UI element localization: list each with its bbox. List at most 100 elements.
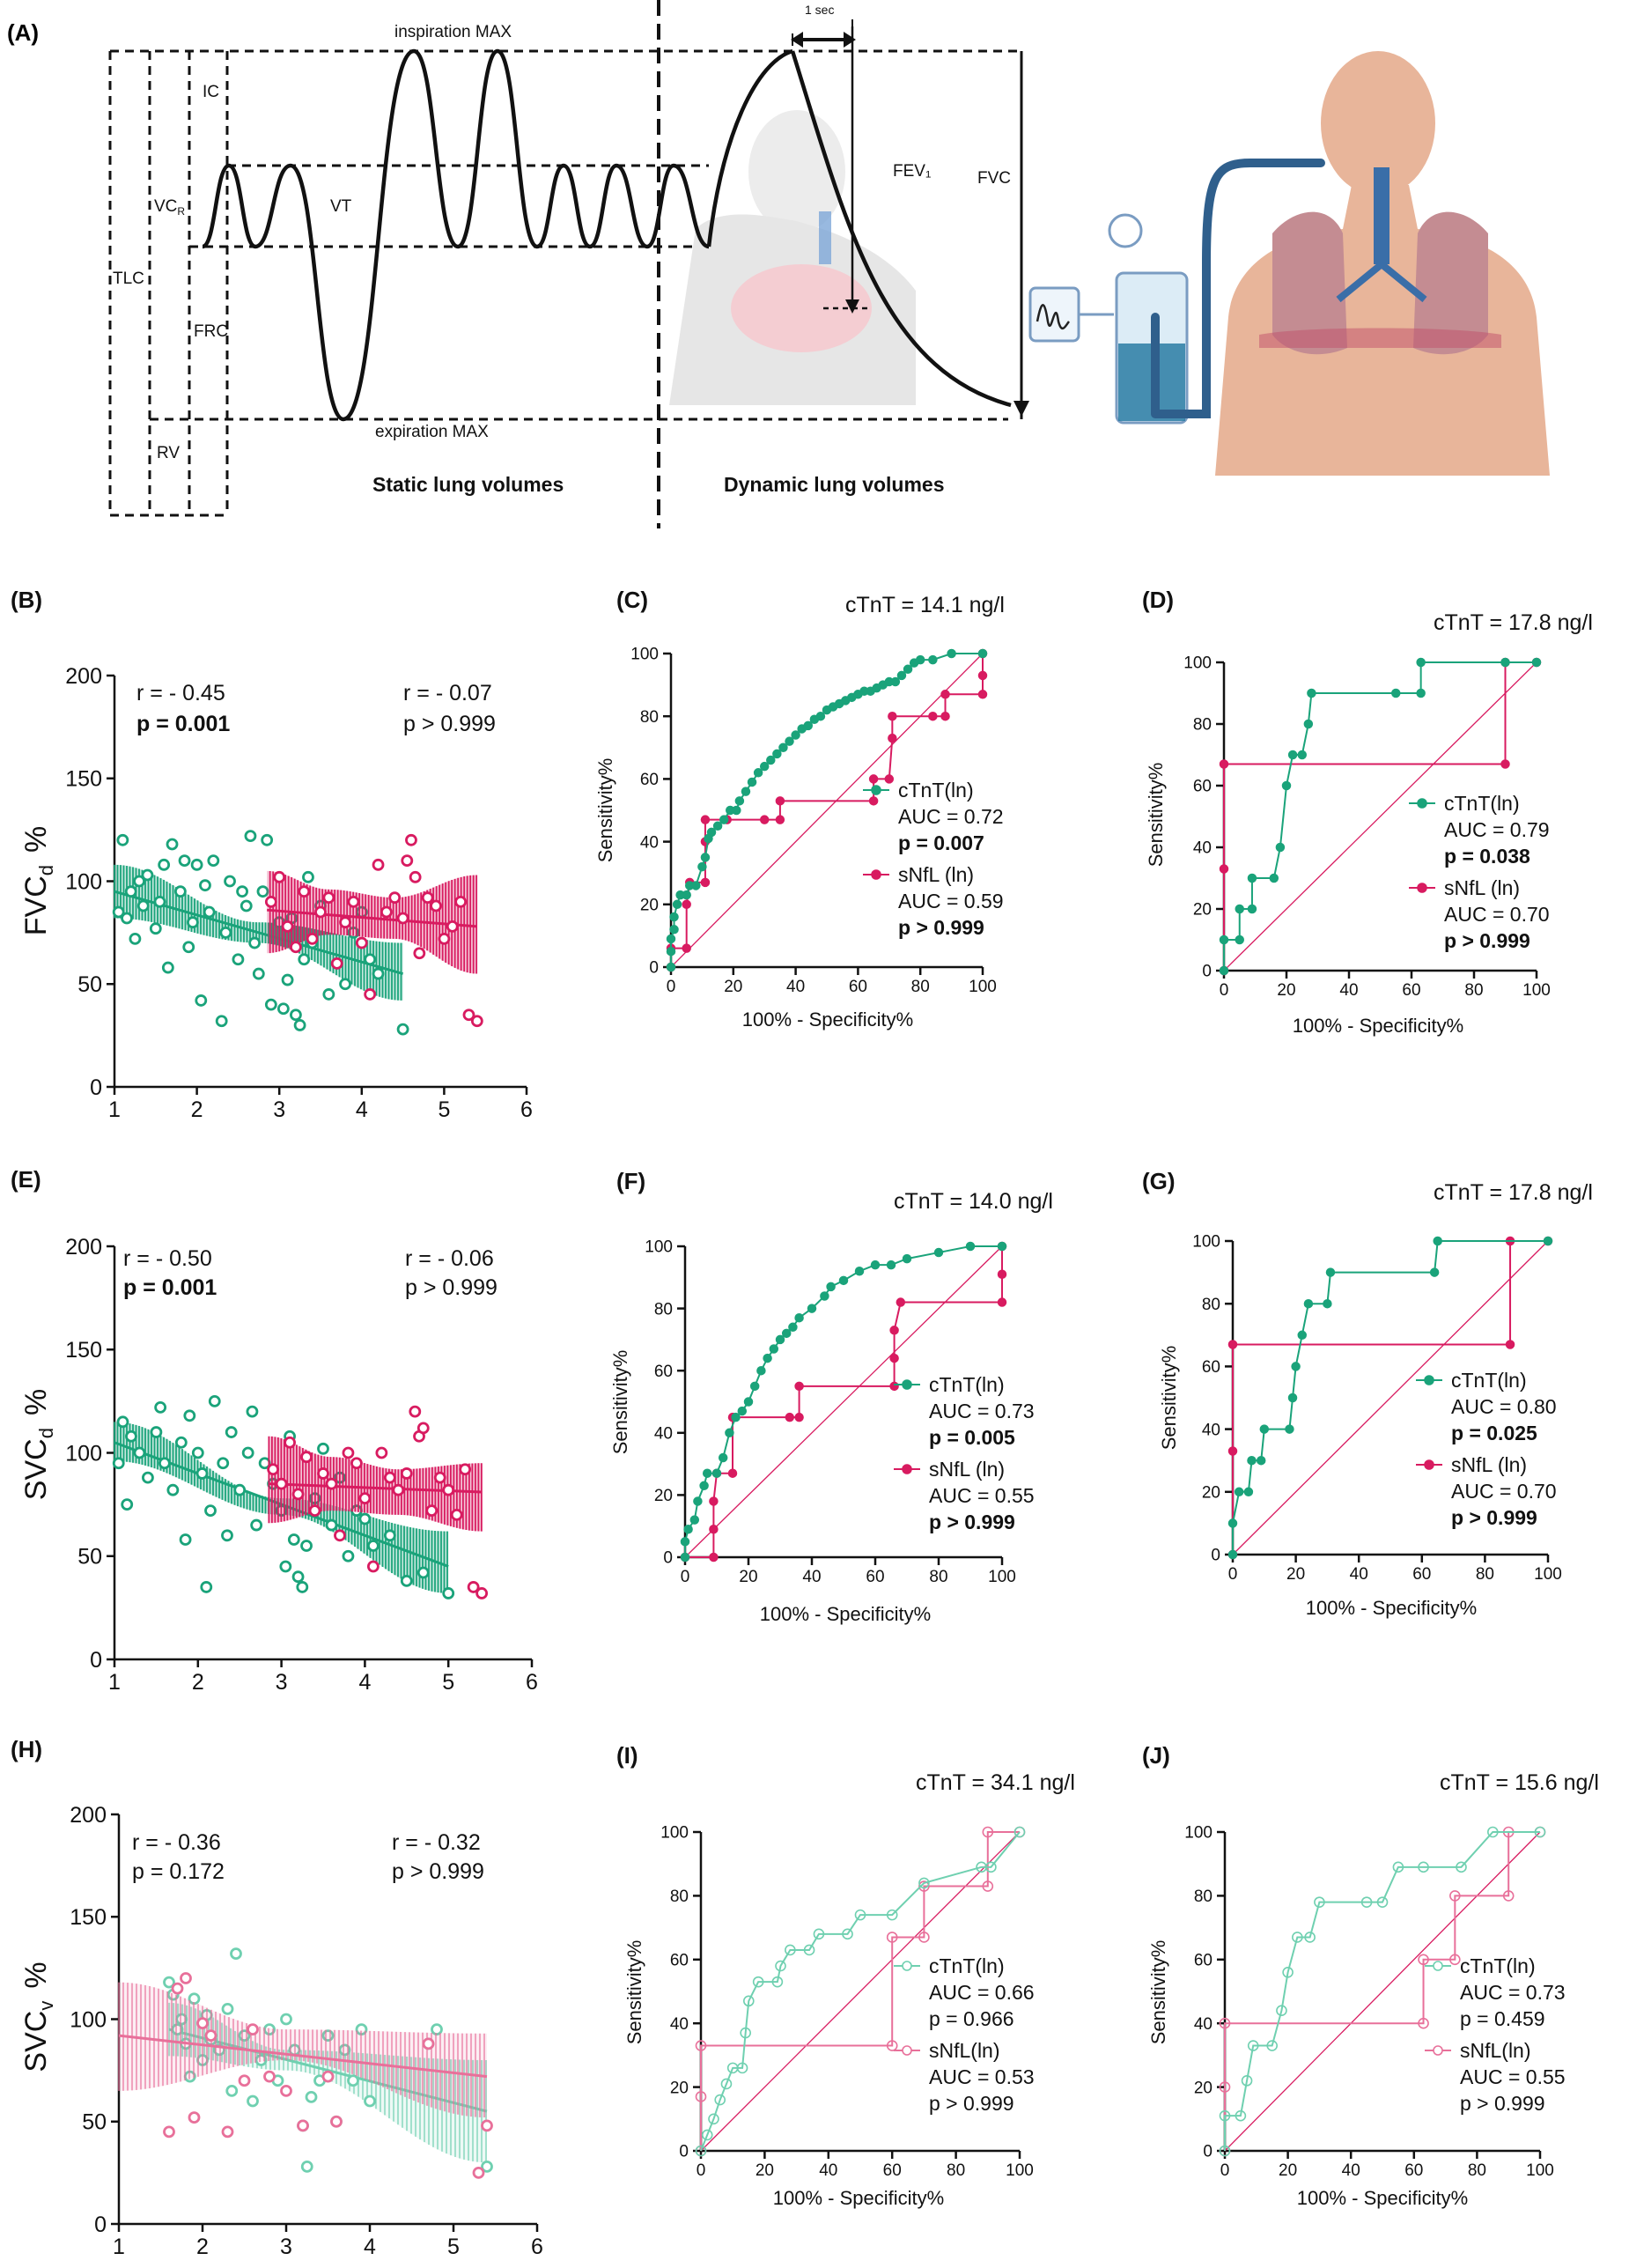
data-point	[208, 1394, 221, 1407]
data-point	[325, 1477, 338, 1490]
data-point	[322, 891, 335, 905]
data-point	[133, 875, 145, 888]
E-xtick-label: 6	[526, 1670, 538, 1695]
roc-point	[815, 711, 826, 721]
data-point	[248, 936, 262, 949]
panel-b-label: (B)	[11, 587, 42, 613]
E-sNfL-ci-hatch	[268, 1436, 483, 1532]
data-point	[230, 1947, 242, 1961]
B-xtick-label: 2	[191, 1097, 203, 1122]
roc-point	[1247, 2040, 1259, 2051]
roc-point	[886, 1260, 896, 1270]
data-point	[112, 1457, 125, 1470]
I-series-ctnt	[695, 1826, 1026, 2157]
data-point	[297, 2119, 309, 2132]
roc-point	[838, 1275, 849, 1286]
data-point	[401, 854, 414, 868]
roc-point	[697, 861, 707, 872]
roc-point	[1500, 657, 1510, 668]
I-roc-curve-ctnt	[700, 1831, 1021, 2152]
data-point	[178, 854, 191, 868]
E-sNfL-points	[267, 1405, 489, 1599]
roc-point	[1275, 842, 1286, 853]
E-r-snfl: r = - 0.06	[405, 1246, 494, 1271]
tidal-breathing-curve	[201, 48, 710, 422]
D-xtick-label: 0	[1220, 981, 1229, 1000]
data-point	[405, 833, 417, 846]
D-ytick-label: 80	[1193, 716, 1212, 735]
data-point	[416, 1566, 430, 1579]
roc-point	[889, 1381, 899, 1392]
B-p-ctnt: p = 0.001	[136, 712, 230, 736]
data-point	[481, 2119, 493, 2132]
data-point	[246, 1405, 259, 1418]
E-xtick-label: 4	[358, 1670, 371, 1695]
E-ylabel-sub: d	[35, 1428, 57, 1438]
data-point	[314, 905, 327, 919]
roc-point	[731, 1412, 741, 1422]
H-ylabel-sub: v	[35, 2001, 57, 2011]
I-title: cTnT = 34.1 ng/l	[916, 1770, 1075, 1795]
panel-d-label: (D)	[1142, 587, 1174, 613]
E-r-ctnt: r = - 0.50	[123, 1246, 212, 1271]
chart-h: (H) 1 2 3 4 5 6 0 50 100 150 200 SVCv% r = - 0.36 p = …	[11, 1736, 543, 2259]
I-roc-curve-snfl	[700, 1831, 1020, 2151]
D-legend-name: cTnT(ln)	[1444, 792, 1520, 815]
roc-point	[772, 749, 782, 759]
J-x-axis-label: 100% - Specificity%	[1297, 2187, 1468, 2209]
roc-point	[742, 1995, 755, 2007]
data-point	[438, 932, 451, 945]
roc-point	[718, 1452, 728, 1463]
roc-point	[982, 1880, 994, 1892]
G-legend-auc: AUC = 0.70	[1451, 1480, 1557, 1503]
roc-point	[756, 1365, 766, 1376]
panel-h-label: (H)	[11, 1736, 42, 1762]
data-point	[241, 1446, 254, 1459]
B-xtick-label: 1	[108, 1097, 121, 1122]
roc-point	[918, 1877, 930, 1889]
roc-point	[1227, 1340, 1238, 1349]
data-point	[129, 932, 142, 945]
chart-b: (B) 1 2 3 4 5 6 0 50 100 150 200 FVCd% r = - 0.45 p = …	[11, 587, 533, 1122]
roc-point	[1429, 1267, 1440, 1277]
D-legend-marker	[1417, 798, 1427, 809]
data-point	[339, 916, 351, 929]
roc-point	[1500, 759, 1510, 769]
roc-point	[714, 2094, 726, 2106]
data-point	[317, 1442, 329, 1455]
roc-point	[1418, 1861, 1429, 1873]
roc-point	[794, 1381, 804, 1392]
I-legend-marker	[902, 2045, 912, 2056]
roc-point	[763, 1353, 772, 1363]
roc-point	[706, 827, 717, 838]
B-sNfL-regression-line	[267, 908, 477, 928]
breathing-tube	[1151, 159, 1325, 418]
H-series-ctnt	[163, 1947, 493, 2173]
roc-point	[1247, 873, 1257, 883]
data-point	[252, 967, 265, 980]
data-point	[396, 1023, 409, 1036]
data-point	[302, 870, 314, 883]
label-expiration-max: expiration MAX	[375, 423, 489, 441]
data-point	[153, 895, 166, 908]
roc-point	[1487, 1826, 1499, 1838]
H-sNfL-points	[163, 1972, 493, 2179]
E-ytick-label: 50	[77, 1545, 102, 1570]
F-ytick-label: 20	[654, 1487, 673, 1505]
roc-point	[1449, 1890, 1461, 1902]
I-xtick-label: 80	[947, 2161, 965, 2180]
F-xtick-label: 80	[929, 1568, 947, 1586]
roc-point	[1219, 2109, 1231, 2122]
roc-point	[666, 934, 676, 944]
roc-point	[1502, 1890, 1515, 1902]
data-point	[281, 973, 294, 986]
H-r-ctnt: r = - 0.36	[132, 1830, 221, 1855]
roc-point	[870, 1260, 881, 1270]
data-point	[276, 1002, 290, 1016]
F-xtick-label: 40	[802, 1568, 821, 1586]
J-xtick-label: 100	[1526, 2161, 1554, 2180]
J-legend-auc: AUC = 0.73	[1460, 1981, 1566, 2004]
J-xtick-label: 60	[1404, 2161, 1423, 2180]
roc-point	[737, 1406, 748, 1416]
D-ytick-label: 0	[1202, 963, 1212, 981]
